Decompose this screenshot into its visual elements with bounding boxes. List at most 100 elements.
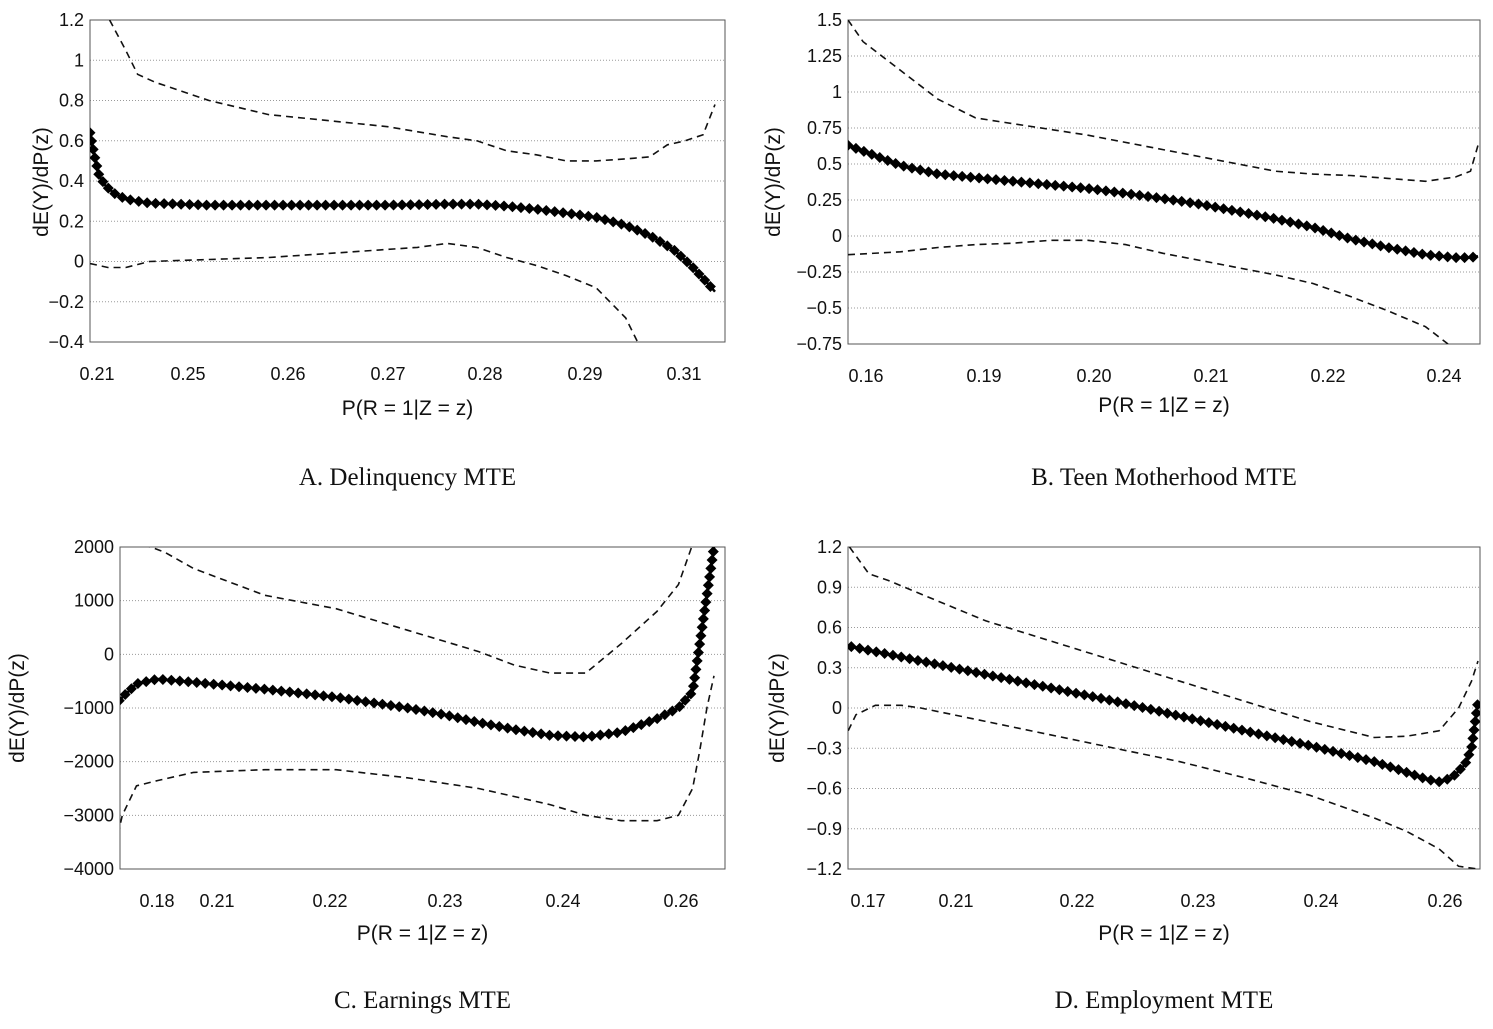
estimate-marker: [452, 712, 464, 724]
y-axis-title: dE(Y)/dP(z): [766, 653, 789, 763]
estimate-marker: [1142, 191, 1154, 203]
estimate-marker: [995, 672, 1007, 684]
x-tick-label: 0.18: [139, 891, 174, 911]
estimate-marker: [371, 199, 383, 211]
estimate-marker: [1049, 179, 1061, 191]
estimate-marker: [250, 682, 262, 694]
estimate-marker: [1470, 707, 1480, 719]
estimate-marker: [165, 674, 177, 686]
estimate-marker: [1327, 745, 1339, 757]
estimate-marker: [1294, 737, 1306, 749]
estimate-marker: [523, 202, 535, 214]
estimate-marker: [527, 727, 539, 739]
y-tick-label: −1000: [63, 698, 114, 718]
estimate-marker: [422, 198, 434, 210]
estimate-marker: [460, 714, 472, 726]
estimate-marker: [929, 658, 941, 670]
estimate-marker: [337, 199, 349, 211]
estimate-marker: [895, 651, 907, 663]
y-tick-label: 1.25: [807, 46, 842, 66]
y-tick-label: 2000: [74, 537, 114, 557]
x-tick-label: 0.17: [850, 891, 885, 911]
y-axis-title: dE(Y)/dP(z): [6, 653, 29, 763]
estimate-marker: [456, 198, 468, 210]
estimate-marker: [1186, 713, 1198, 725]
x-tick-label: 0.21: [199, 891, 234, 911]
estimate-marker: [116, 191, 128, 203]
estimate-marker: [695, 630, 707, 642]
estimate-marker: [286, 199, 298, 211]
estimate-marker: [1218, 203, 1230, 215]
estimate-marker: [354, 199, 366, 211]
estimate-marker: [385, 700, 397, 712]
estimate-marker: [430, 198, 442, 210]
estimate-marker: [157, 673, 169, 685]
estimate-marker: [1041, 179, 1053, 191]
x-tick-label: 0.26: [1427, 891, 1462, 911]
estimate-marker: [887, 649, 899, 661]
y-tick-label: 1.2: [817, 537, 842, 557]
estimate-marker: [1211, 719, 1223, 731]
estimate-marker: [1007, 175, 1019, 187]
estimate-marker: [225, 680, 237, 692]
y-tick-label: −0.75: [796, 334, 842, 354]
estimate-marker: [914, 164, 926, 176]
chart-panel-0: −0.4 −0.2 0 0.2 0.4 0.6 0.8 1 1.2 0.21 0.25 0.26 0.2…: [30, 10, 726, 491]
estimate-marker: [848, 644, 849, 646]
estimate-marker: [1417, 772, 1429, 784]
estimate-marker: [1226, 204, 1238, 216]
estimate-marker: [659, 709, 671, 721]
estimate-marker: [393, 701, 405, 713]
estimate-marker: [848, 641, 857, 653]
estimate-marker: [1176, 195, 1188, 207]
estimate-marker: [443, 710, 455, 722]
estimate-marker: [666, 705, 678, 717]
estimate-marker: [1003, 673, 1015, 685]
estimate-marker: [90, 127, 96, 139]
estimate-marker: [311, 199, 323, 211]
y-tick-label: −4000: [63, 859, 114, 879]
estimate-marker: [987, 670, 999, 682]
estimate-marker: [557, 207, 569, 219]
estimate-marker: [199, 677, 211, 689]
estimate-marker: [566, 208, 578, 220]
estimate-marker: [498, 200, 510, 212]
plot-frame: [847, 19, 1481, 345]
estimate-marker: [510, 724, 522, 736]
y-tick-label: 0: [74, 252, 84, 272]
estimate-marker: [623, 221, 635, 233]
x-tick-label: 0.31: [666, 364, 701, 384]
estimate-marker: [535, 728, 547, 740]
estimate-marker: [702, 579, 714, 591]
y-tick-label: 0: [832, 698, 842, 718]
estimate-marker: [97, 176, 109, 188]
x-tick-label: 0.20: [1076, 366, 1111, 386]
chart-panel-3: −1.2 −0.9 −0.6 −0.3 0 0.3 0.6 0.9 1.2 0.17 0.21 0.2…: [766, 537, 1481, 1014]
estimate-marker: [301, 688, 313, 700]
estimate-marker: [577, 731, 589, 743]
estimate-marker: [549, 206, 561, 218]
estimate-marker: [90, 143, 99, 155]
estimate-marker: [1125, 188, 1137, 200]
estimate-marker: [854, 642, 866, 654]
estimate-marker: [1219, 720, 1231, 732]
estimate-marker: [192, 199, 204, 211]
estimate-marker: [1261, 730, 1273, 742]
estimate-marker: [473, 198, 485, 210]
estimate-marker: [675, 250, 687, 262]
estimate-marker: [965, 171, 977, 183]
estimate-marker: [694, 638, 706, 650]
estimate-marker: [1408, 247, 1420, 259]
estimate-marker: [599, 214, 611, 226]
y-tick-label: 0.5: [817, 154, 842, 174]
estimate-marker: [191, 677, 203, 689]
estimate-marker: [1360, 754, 1372, 766]
estimate-marker: [351, 694, 363, 706]
estimate-marker: [699, 274, 711, 286]
estimate-marker: [687, 262, 699, 274]
estimate-marker: [552, 730, 564, 742]
estimate-marker: [1416, 248, 1428, 260]
estimate-marker: [1276, 214, 1288, 226]
estimate-marker: [328, 199, 340, 211]
